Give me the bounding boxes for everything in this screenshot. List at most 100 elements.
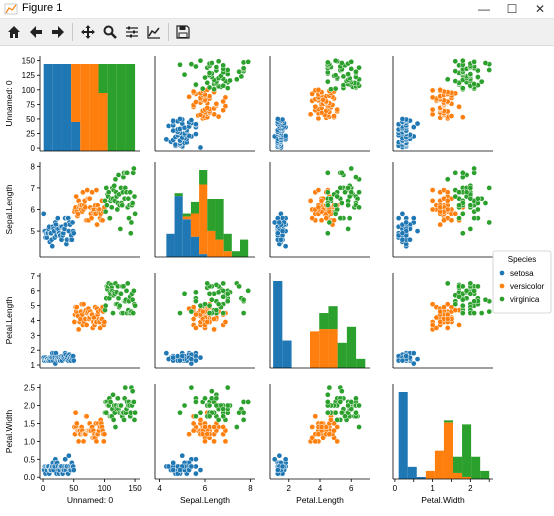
scatter-point: [220, 62, 227, 69]
y-tick-label: 6: [31, 206, 36, 215]
scatter-point: [399, 236, 406, 243]
toolbar-separator: [72, 23, 73, 41]
legend-entry: versicolor: [510, 282, 545, 291]
scatter-point: [127, 189, 134, 196]
scatter-point: [215, 58, 222, 65]
histogram-bar: [453, 456, 463, 473]
scatter-point: [437, 308, 444, 315]
scatter-point: [107, 399, 114, 405]
scatter-point: [202, 395, 208, 402]
scatter-point: [444, 316, 451, 322]
scatter-point: [429, 106, 436, 113]
scatter-point: [213, 402, 220, 409]
maximize-button[interactable]: ☐: [498, 0, 526, 18]
scatter-point: [213, 395, 220, 402]
scatter-point: [197, 416, 204, 423]
scatter-point: [356, 189, 362, 196]
scatter-point: [110, 310, 116, 316]
x-tick-label: 6: [349, 484, 354, 493]
scatter-point: [224, 298, 231, 305]
configure-subplots-button[interactable]: [122, 22, 142, 42]
scatter-point: [467, 226, 474, 232]
scatter-point: [93, 438, 100, 445]
scatter-point: [437, 319, 444, 325]
histogram-bar: [80, 64, 90, 151]
scatter-point: [471, 58, 477, 65]
scatter-point: [279, 116, 286, 123]
x-tick-label: 0: [393, 484, 398, 493]
scatter-point: [324, 78, 331, 85]
scatter-point: [274, 230, 281, 237]
scatter-point: [348, 58, 355, 65]
scatter-point: [54, 215, 61, 221]
scatter-point: [444, 198, 451, 204]
forward-button[interactable]: [48, 22, 68, 42]
histogram-bar: [174, 196, 183, 257]
scatter-point: [309, 424, 316, 430]
scatter-point: [211, 424, 217, 430]
pan-button[interactable]: [78, 22, 98, 42]
x-tick-label: 100: [98, 484, 112, 493]
scatter-point: [332, 72, 339, 79]
histogram-bar: [116, 64, 126, 151]
scatter-point: [334, 424, 341, 430]
home-icon: [8, 26, 20, 38]
y-tick-label: 2: [31, 346, 36, 355]
scatter-point: [129, 388, 136, 395]
scatter-point: [345, 71, 351, 77]
scatter-point: [103, 185, 110, 191]
home-button[interactable]: [4, 22, 24, 42]
scatter-point: [407, 236, 413, 243]
legend-marker: [499, 296, 505, 302]
scatter-point: [456, 322, 462, 328]
scatter-point: [245, 287, 252, 294]
save-button[interactable]: [173, 22, 193, 42]
scatter-point: [324, 230, 331, 237]
histogram-bar: [480, 470, 490, 479]
scatter-point: [459, 210, 466, 217]
scatter-point: [452, 307, 459, 313]
histogram-bar: [61, 64, 72, 151]
scatter-point: [193, 399, 199, 405]
scatter-point: [215, 301, 222, 308]
y-tick-label: 7: [31, 272, 36, 281]
legend-entry: setosa: [510, 269, 534, 278]
scatter-point: [486, 67, 493, 73]
scatter-point: [190, 316, 197, 322]
scatter-point: [69, 219, 76, 226]
scatter-point: [110, 416, 117, 423]
scatter-point: [326, 384, 333, 391]
scatter-point: [452, 210, 459, 217]
scatter-point: [337, 215, 344, 221]
edit-axis-button[interactable]: [144, 22, 164, 42]
scatter-point: [188, 384, 195, 391]
histogram-bar: [190, 213, 200, 237]
title-bar: Figure 1 — ☐ ✕: [0, 0, 554, 19]
minimize-button[interactable]: —: [470, 0, 498, 18]
histogram-bar: [182, 213, 191, 217]
scatter-point: [193, 99, 199, 105]
scatter-point: [339, 169, 345, 176]
zoom-button[interactable]: [100, 22, 120, 42]
histogram-bar: [71, 122, 81, 151]
histogram-bar: [337, 342, 347, 368]
x-tick-label: 6: [203, 484, 208, 493]
scatter-point: [119, 202, 126, 209]
scatter-point: [315, 204, 322, 211]
scatter-point: [399, 357, 406, 364]
scatter-point: [65, 452, 72, 459]
scatter-point: [206, 402, 213, 409]
scatter-point: [179, 452, 186, 459]
scatter-point: [437, 221, 444, 228]
y-tick-label: 1: [31, 361, 36, 370]
navigation-toolbar: [0, 19, 554, 46]
scatter-point: [345, 185, 351, 191]
scatter-point: [222, 94, 229, 101]
scatter-point: [117, 226, 124, 232]
close-button[interactable]: ✕: [526, 0, 554, 18]
scatter-point: [334, 416, 341, 423]
back-button[interactable]: [26, 22, 46, 42]
scatter-point: [452, 78, 459, 84]
maximize-icon: ☐: [506, 2, 518, 16]
scatter-point: [193, 325, 199, 331]
